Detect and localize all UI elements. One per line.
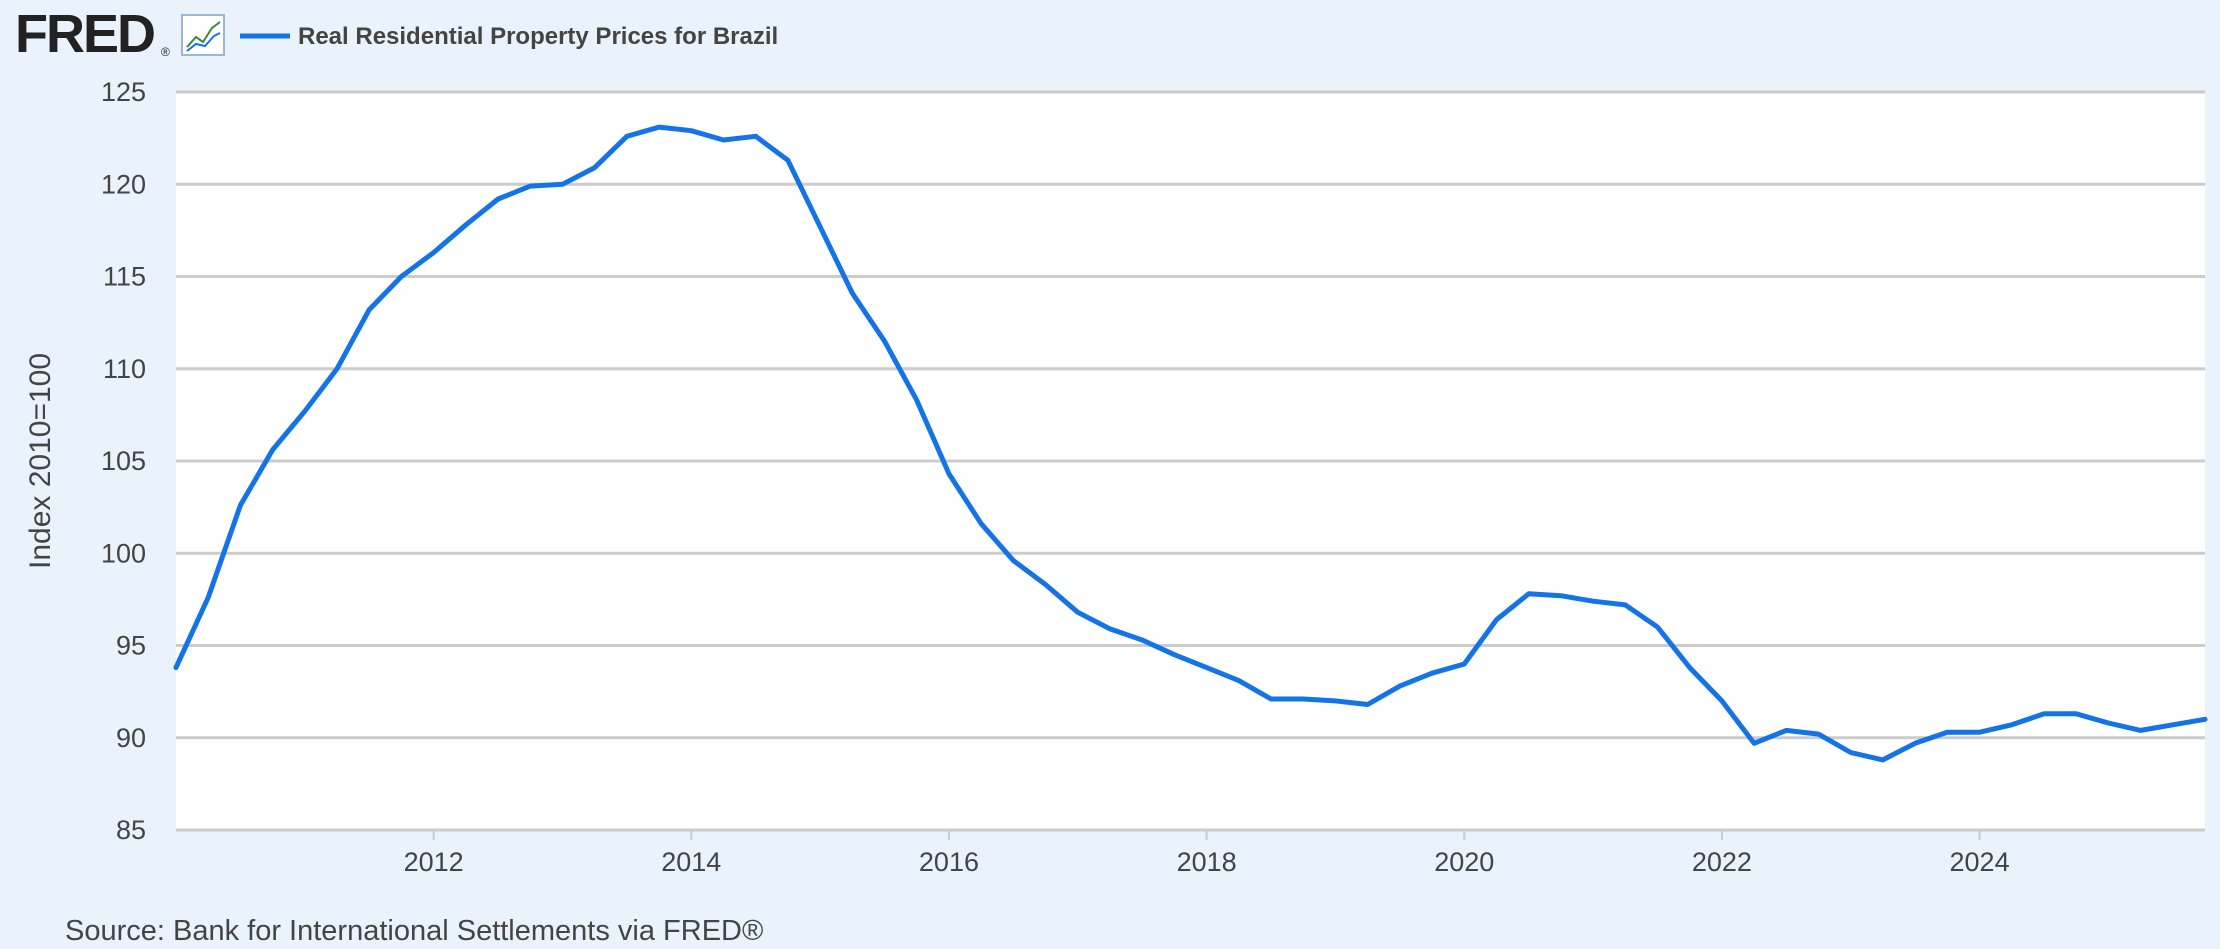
x-tick-label: 2020 — [1434, 847, 1494, 877]
x-tick-label: 2012 — [404, 847, 464, 877]
y-tick-label: 90 — [116, 723, 146, 753]
grid-lines — [176, 90, 2205, 832]
y-tick-label: 100 — [101, 538, 146, 568]
x-tick-label: 2018 — [1177, 847, 1237, 877]
y-tick-label: 85 — [116, 815, 146, 845]
x-tick-label: 2016 — [919, 847, 979, 877]
y-tick-label: 115 — [103, 262, 146, 292]
x-axis-ticks: 2012 2014 2016 2018 2020 2022 2024 — [404, 830, 2010, 877]
x-tick-label: 2014 — [661, 847, 721, 877]
y-axis-ticks: 85 90 95 100 105 110 115 120 125 — [101, 77, 146, 845]
x-tick-label: 2022 — [1692, 847, 1752, 877]
x-tick-label: 2024 — [1950, 847, 2010, 877]
y-tick-label: 105 — [101, 446, 146, 476]
y-tick-label: 125 — [101, 77, 146, 107]
y-axis-label: Index 2010=100 — [24, 353, 57, 569]
legend-label[interactable]: Real Residential Property Prices for Bra… — [298, 23, 778, 50]
line-chart-icon — [181, 14, 225, 56]
series-line[interactable] — [173, 124, 2208, 763]
y-tick-label: 110 — [103, 354, 146, 384]
y-tick-label: 95 — [116, 631, 146, 661]
y-tick-label: 120 — [101, 169, 146, 199]
source-note[interactable]: Source: Bank for International Settlemen… — [65, 915, 763, 947]
fred-logo[interactable]: FRED — [15, 4, 156, 64]
fred-logo-registered-mark: ® — [161, 45, 170, 59]
